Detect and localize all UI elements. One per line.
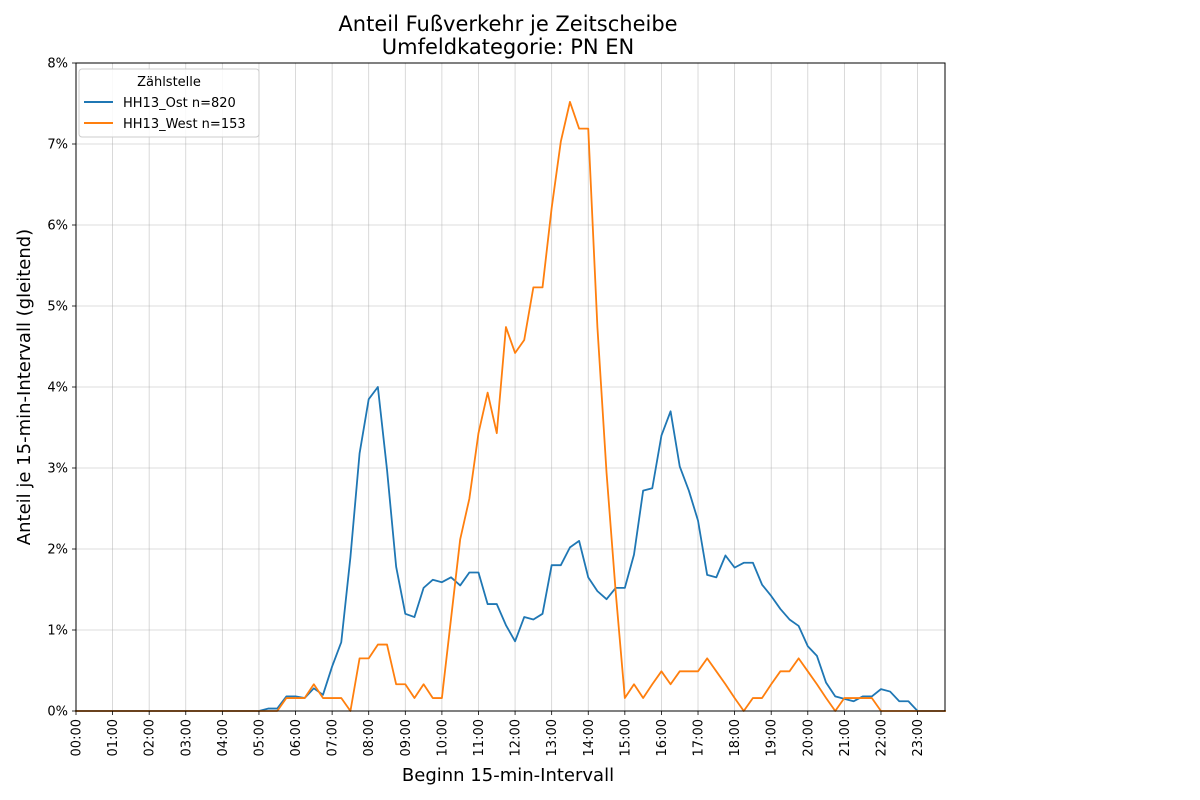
legend-label-hh13-ost: HH13_Ost n=820 (123, 96, 236, 111)
legend-title: Zählstelle (137, 75, 201, 90)
x-tick-label: 21:00 (838, 719, 853, 756)
x-tick-label: 04:00 (216, 719, 231, 756)
x-axis-label: Beginn 15-min-Intervall (402, 765, 614, 786)
y-tick-label: 7% (47, 138, 68, 153)
x-tick-label: 17:00 (692, 719, 707, 756)
x-tick-label: 13:00 (545, 719, 560, 756)
chart-title: Anteil Fußverkehr je Zeitscheibe (338, 12, 677, 36)
x-tick-label: 11:00 (472, 719, 487, 756)
chart-subtitle: Umfeldkategorie: PN EN (382, 35, 634, 59)
legend: Zählstelle HH13_Ost n=820 HH13_West n=15… (79, 69, 259, 137)
y-tick-label: 0% (47, 705, 68, 720)
x-tick-label: 08:00 (362, 719, 377, 756)
x-tick-label: 20:00 (801, 719, 816, 756)
x-tick-label: 10:00 (435, 719, 450, 756)
x-tick-label: 00:00 (70, 719, 85, 756)
x-tick-label: 05:00 (252, 719, 267, 756)
x-tick-label: 01:00 (106, 719, 121, 756)
x-tick-label: 16:00 (655, 719, 670, 756)
x-tick-label: 03:00 (179, 719, 194, 756)
x-tick-label: 14:00 (582, 719, 597, 756)
y-tick-label: 2% (47, 543, 68, 558)
y-tick-label: 1% (47, 624, 68, 639)
y-tick-label: 8% (47, 57, 68, 72)
x-tick-label: 02:00 (143, 719, 158, 756)
y-tick-label: 5% (47, 300, 68, 315)
y-tick-label: 3% (47, 462, 68, 477)
y-tick-label: 4% (47, 381, 68, 396)
x-tick-label: 15:00 (618, 719, 633, 756)
x-tick-label: 22:00 (874, 719, 889, 756)
x-tick-label: 19:00 (765, 719, 780, 756)
y-tick-label: 6% (47, 219, 68, 234)
x-tick-label: 06:00 (289, 719, 304, 756)
x-tick-label: 12:00 (509, 719, 524, 756)
x-tick-label: 07:00 (326, 719, 341, 756)
x-tick-label: 18:00 (728, 719, 743, 756)
x-tick-label: 09:00 (399, 719, 414, 756)
y-axis-label: Anteil je 15-min-Intervall (gleitend) (14, 229, 35, 545)
x-tick-label: 23:00 (911, 719, 926, 756)
legend-label-hh13-west: HH13_West n=153 (123, 117, 246, 132)
